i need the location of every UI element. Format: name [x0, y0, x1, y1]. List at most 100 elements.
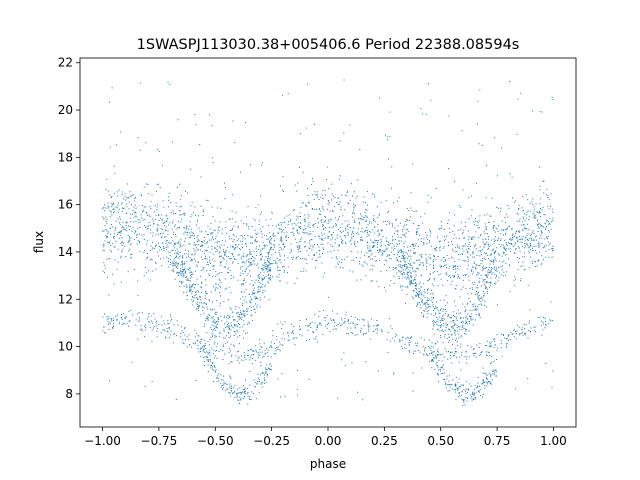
data-point	[318, 315, 320, 317]
data-point	[217, 317, 219, 319]
data-point	[258, 288, 260, 290]
data-point	[205, 284, 207, 286]
data-point	[550, 221, 552, 223]
data-point	[193, 211, 194, 213]
data-point	[224, 323, 225, 325]
data-point	[212, 353, 214, 355]
data-point	[403, 246, 405, 248]
data-point	[128, 325, 129, 327]
data-point	[220, 244, 222, 246]
data-point	[179, 272, 180, 274]
data-point	[402, 269, 404, 271]
data-point	[254, 229, 256, 231]
data-point	[458, 258, 460, 260]
data-point	[213, 329, 215, 330]
data-point	[249, 356, 251, 358]
data-point	[389, 285, 391, 286]
data-point	[447, 390, 449, 392]
data-point	[255, 297, 257, 299]
data-point	[278, 273, 280, 275]
data-point	[286, 236, 288, 238]
data-point	[505, 222, 507, 223]
data-point	[515, 332, 517, 334]
data-point	[216, 350, 218, 351]
data-point	[484, 223, 486, 225]
data-point	[284, 270, 285, 272]
data-point	[496, 304, 498, 306]
data-point	[462, 385, 464, 386]
data-point	[464, 404, 466, 406]
data-point	[479, 395, 481, 396]
data-point	[204, 344, 206, 346]
data-point	[487, 380, 489, 382]
data-point	[259, 361, 261, 363]
data-point	[407, 269, 409, 271]
x-axis-ticks: −1.00 −0.75 −0.50 −0.25 0.00 0.25 0.50 0.75 1.00	[84, 427, 567, 448]
data-point	[309, 247, 311, 249]
data-point	[409, 280, 411, 282]
data-point	[233, 256, 235, 257]
data-point	[226, 388, 228, 390]
data-point	[516, 237, 518, 239]
data-point	[264, 261, 266, 263]
data-point	[455, 318, 457, 320]
data-point	[365, 202, 367, 204]
data-point	[227, 388, 229, 390]
data-point	[349, 270, 351, 272]
data-point	[339, 140, 341, 142]
data-point	[493, 253, 495, 255]
data-point	[331, 234, 333, 236]
data-point	[243, 396, 245, 398]
data-point	[210, 239, 212, 241]
data-point	[515, 200, 517, 202]
data-point	[166, 330, 168, 332]
data-point	[259, 254, 261, 256]
data-point	[459, 326, 461, 328]
data-point	[339, 245, 341, 247]
data-point	[347, 190, 348, 192]
data-point	[108, 241, 110, 243]
data-point	[538, 227, 540, 229]
data-point	[107, 241, 109, 243]
data-point	[480, 351, 482, 353]
data-point	[296, 369, 298, 371]
data-point	[444, 318, 446, 320]
data-point	[195, 214, 196, 216]
data-point	[307, 217, 309, 219]
data-point	[185, 228, 187, 230]
data-point	[213, 268, 215, 270]
data-point	[197, 335, 199, 337]
data-point	[180, 270, 181, 272]
data-point	[478, 250, 480, 252]
data-point	[529, 256, 531, 258]
data-point	[386, 241, 388, 242]
data-point	[260, 345, 262, 347]
data-point	[190, 274, 192, 275]
data-point	[248, 349, 249, 351]
data-point	[311, 239, 313, 241]
data-point	[256, 240, 258, 242]
data-point	[466, 397, 468, 399]
data-point	[418, 349, 419, 351]
data-point	[361, 218, 363, 220]
data-point	[410, 207, 412, 209]
data-point	[463, 250, 465, 252]
data-point	[125, 256, 127, 257]
data-point	[517, 98, 519, 100]
data-point	[202, 310, 204, 312]
data-point	[550, 193, 552, 195]
data-point	[465, 350, 467, 352]
data-point	[433, 258, 435, 260]
data-point	[316, 208, 317, 210]
data-point	[268, 282, 270, 284]
data-point	[475, 391, 477, 393]
data-point	[120, 232, 122, 234]
data-point	[410, 281, 412, 282]
data-point	[288, 339, 290, 341]
data-point	[473, 271, 475, 273]
data-point	[453, 275, 455, 277]
data-point	[435, 259, 437, 261]
data-point	[509, 339, 511, 341]
data-point	[270, 248, 272, 250]
data-point	[250, 354, 252, 356]
